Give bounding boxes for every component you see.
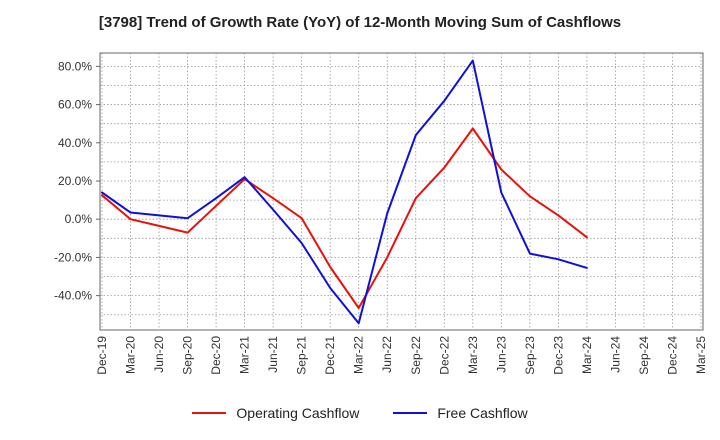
y-tick-label: 0.0% bbox=[65, 212, 93, 226]
gridlines bbox=[100, 53, 703, 330]
legend-item-operating: Operating Cashflow bbox=[192, 405, 359, 421]
x-tick-label: Mar-24 bbox=[580, 336, 594, 374]
x-tick-label: Sep-23 bbox=[523, 336, 537, 375]
x-tick-label: Dec-21 bbox=[323, 336, 337, 375]
y-tick-label: 20.0% bbox=[58, 174, 92, 188]
chart-title: [3798] Trend of Growth Rate (YoY) of 12-… bbox=[98, 14, 622, 31]
legend-swatch-free bbox=[393, 412, 428, 414]
series-line-free-cashflow bbox=[101, 59, 588, 325]
x-axis: Dec-19 Mar-20 Jun-20 Sep-20 Dec-20 Mar-21 Jun-… bbox=[95, 336, 708, 375]
x-tick-label: Mar-21 bbox=[238, 336, 252, 374]
x-tick-label: Mar-22 bbox=[352, 336, 366, 374]
x-tick-label: Sep-21 bbox=[295, 336, 309, 375]
x-tick-label: Mar-20 bbox=[124, 336, 138, 374]
legend-swatch-operating bbox=[192, 412, 227, 414]
y-tick-label: -40.0% bbox=[54, 289, 92, 303]
x-tick-label: Sep-20 bbox=[181, 336, 195, 375]
x-tick-label: Jun-23 bbox=[494, 336, 508, 373]
x-tick-label: Dec-22 bbox=[437, 336, 451, 375]
y-tick-label: -20.0% bbox=[54, 250, 92, 264]
x-tick-label: Jun-22 bbox=[380, 336, 394, 373]
series-line-operating-cashflow bbox=[101, 127, 588, 309]
series-lines bbox=[101, 59, 588, 325]
x-tick-label: Dec-23 bbox=[551, 336, 565, 375]
x-tick-label: Jun-24 bbox=[608, 336, 622, 373]
x-tick-label: Sep-24 bbox=[637, 336, 651, 375]
legend: Operating Cashflow Free Cashflow bbox=[0, 405, 720, 421]
x-tick-label: Dec-19 bbox=[95, 336, 109, 375]
y-tick-label: 60.0% bbox=[58, 98, 92, 112]
x-tick-label: Dec-24 bbox=[665, 336, 679, 375]
x-tick-label: Mar-23 bbox=[466, 336, 480, 374]
y-tick-label: 40.0% bbox=[58, 136, 92, 150]
y-axis: -40.0% -20.0% 0.0% 20.0% 40.0% 60.0% 80.0% bbox=[54, 59, 100, 303]
legend-label-free: Free Cashflow bbox=[437, 405, 528, 421]
legend-label-operating: Operating Cashflow bbox=[236, 405, 360, 421]
x-tick-label: Dec-20 bbox=[209, 336, 223, 375]
x-tick-label: Jun-20 bbox=[152, 336, 166, 373]
legend-item-free: Free Cashflow bbox=[393, 405, 528, 421]
x-tick-label: Mar-25 bbox=[694, 336, 708, 374]
y-tick-label: 80.0% bbox=[58, 59, 92, 73]
x-tick-label: Jun-21 bbox=[266, 336, 280, 373]
plot-area bbox=[99, 52, 704, 331]
x-tick-label: Sep-22 bbox=[409, 336, 423, 375]
